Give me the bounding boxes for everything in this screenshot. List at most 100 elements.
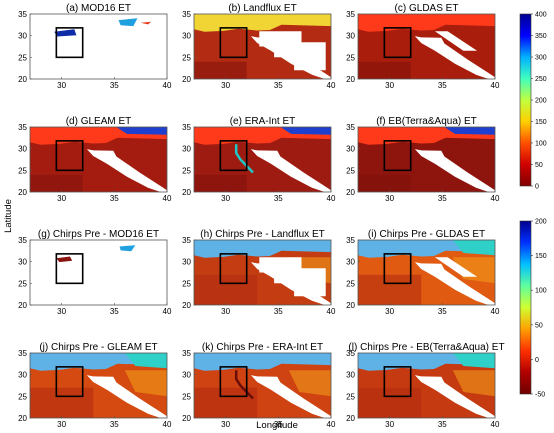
y-tick-label: 25: [346, 53, 355, 62]
red-sea-nodata: [86, 149, 167, 192]
colorbar-tick-label: 300: [535, 55, 547, 62]
axes-frame: [193, 239, 332, 306]
x-tick-label: 40: [491, 307, 500, 316]
y-tick-label: 30: [346, 371, 355, 380]
x-tick-label: 35: [274, 81, 283, 90]
map-panel: (b) Landflux ET 30 35 40 20 25 30 35: [182, 3, 336, 90]
panel-title: (h) Chirps Pre - Landflux ET: [200, 229, 325, 240]
y-tick-label: 20: [18, 188, 27, 197]
y-tick-label: 35: [18, 349, 27, 358]
colorbar-tick-label: 150: [535, 253, 547, 260]
study-area-box: [383, 27, 412, 59]
colorbar: 400 350 300 250 200 150 100 50 0: [519, 12, 547, 191]
y-tick-label: 25: [182, 392, 191, 401]
x-tick-label: 30: [221, 420, 230, 429]
y-tick-label: 25: [182, 53, 191, 62]
map-field: [358, 127, 495, 192]
panel-title: (c) GLDAS ET: [395, 3, 459, 14]
dry-region: [194, 387, 258, 418]
red-sea-nodata: [414, 149, 495, 192]
panel-title: (f) EB(Terra&Aqua) ET: [376, 116, 477, 127]
red-sea-nodata: [86, 375, 167, 418]
y-tick-label: 20: [182, 75, 191, 84]
colorbar-tick-label: 250: [535, 76, 547, 83]
nodata-block: [259, 31, 326, 71]
x-tick-label: 30: [385, 194, 394, 203]
y-tick-label: 35: [346, 236, 355, 245]
y-tick-label: 25: [182, 166, 191, 175]
coastal-positive: [452, 240, 495, 256]
y-tick-label: 25: [346, 279, 355, 288]
nodata-strip: [434, 257, 478, 277]
x-tick-label: 30: [57, 307, 66, 316]
x-tick-label: 35: [110, 420, 119, 429]
study-area-box: [55, 253, 84, 285]
colorbar-gradient: [519, 13, 532, 187]
x-tick-label: 35: [110, 81, 119, 90]
colorbar-tick-label: 350: [535, 33, 547, 40]
data-patch: [118, 18, 138, 27]
study-area-box: [55, 140, 84, 172]
study-area-box: [219, 140, 248, 172]
y-tick-label: 25: [346, 392, 355, 401]
dry-region: [194, 274, 258, 305]
y-tick-label: 30: [182, 258, 191, 267]
y-tick-label: 20: [182, 301, 191, 310]
x-tick-label: 40: [491, 194, 500, 203]
y-tick-label: 25: [18, 53, 27, 62]
colorbar-tick-label: 100: [535, 288, 547, 295]
x-axis-label: Longitude: [256, 420, 298, 431]
study-area-box: [383, 366, 412, 398]
y-tick-label: 35: [182, 236, 191, 245]
study-area-box: [383, 140, 412, 172]
axes-frame: [29, 239, 168, 306]
x-tick-label: 35: [274, 420, 283, 429]
y-tick-label: 20: [18, 301, 27, 310]
panel-title: (k) Chirps Pre - ERA-Int ET: [202, 342, 323, 353]
red-sea-nodata: [250, 149, 331, 192]
coastal-positive: [124, 353, 167, 369]
dry-region: [358, 387, 422, 418]
y-tick-label: 25: [18, 392, 27, 401]
x-tick-label: 40: [327, 420, 336, 429]
colorbar-tick-label: 0: [535, 184, 539, 191]
y-tick-label: 30: [346, 32, 355, 41]
panel-title: (l) Chirps Pre - EB(Terra&Aqua) ET: [348, 342, 504, 353]
map-field: [358, 240, 495, 305]
map-panel: (c) GLDAS ET 30 35 40 20 25 30 35: [346, 3, 500, 90]
map-field: [30, 353, 167, 418]
land-field: [30, 240, 167, 305]
colorbar: 200 150 100 50 0 -50: [519, 219, 547, 399]
y-tick-label: 35: [346, 10, 355, 19]
y-tick-label: 30: [182, 371, 191, 380]
panel-title: (i) Chirps Pre - GLDAS ET: [368, 229, 485, 240]
colorbar-tick-label: -50: [535, 392, 545, 399]
y-tick-label: 35: [346, 123, 355, 132]
y-tick-label: 35: [182, 10, 191, 19]
y-tick-label: 30: [346, 145, 355, 154]
colorbar-tick-label: 100: [535, 141, 547, 148]
red-sea-nodata: [414, 375, 495, 418]
x-tick-label: 40: [163, 81, 172, 90]
map-panel: (h) Chirps Pre - Landflux ET 30 35 40 20 25 30…: [182, 229, 336, 316]
panel-title: (d) GLEAM ET: [66, 116, 132, 127]
red-sea-nodata: [250, 375, 331, 418]
x-tick-label: 35: [110, 307, 119, 316]
axes-frame: [29, 352, 168, 419]
x-tick-label: 40: [327, 194, 336, 203]
x-tick-label: 35: [110, 194, 119, 203]
nodata-cell: [439, 273, 444, 278]
x-tick-label: 30: [57, 194, 66, 203]
map-panel: (f) EB(Terra&Aqua) ET 30 35 40 20 25 30 35: [346, 116, 500, 203]
dry-region: [358, 174, 411, 192]
study-area-box: [219, 253, 248, 285]
east-region: [124, 370, 167, 397]
map-field: [194, 353, 331, 418]
x-tick-label: 35: [274, 194, 283, 203]
y-tick-label: 30: [18, 371, 27, 380]
x-tick-label: 30: [385, 81, 394, 90]
x-tick-label: 40: [491, 81, 500, 90]
y-tick-label: 30: [346, 258, 355, 267]
colorbar-tick-label: 50: [535, 322, 543, 329]
y-tick-label: 25: [18, 166, 27, 175]
